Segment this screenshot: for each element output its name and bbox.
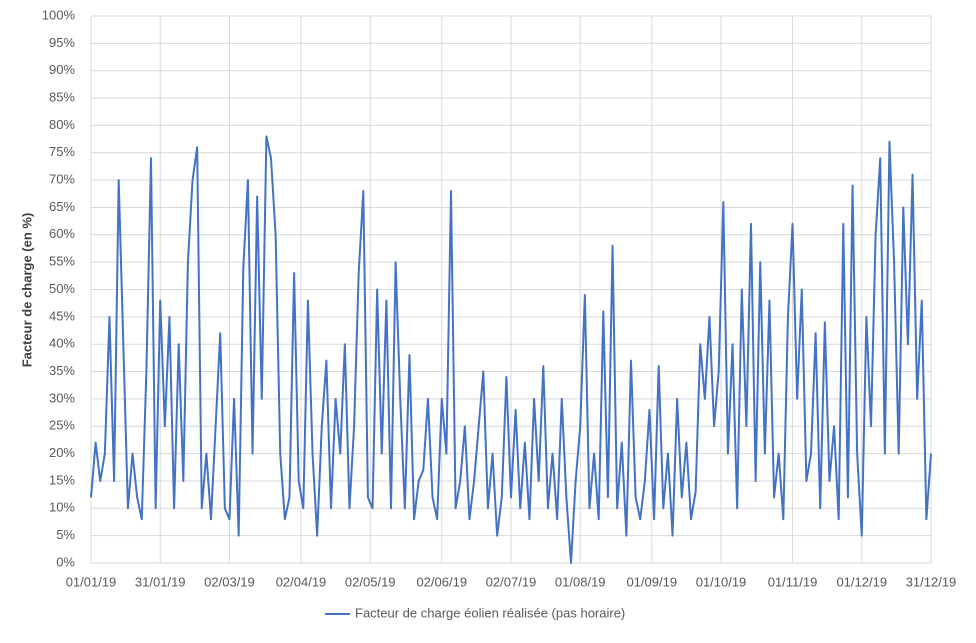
y-tick-label: 35% <box>49 363 75 378</box>
y-tick-label: 45% <box>49 308 75 323</box>
y-tick-label: 20% <box>49 445 75 460</box>
y-tick-label: 0% <box>56 554 75 569</box>
data-line <box>90 135 932 564</box>
y-axis-title: Facteur de charge (en %) <box>19 213 34 368</box>
y-tick-label: 30% <box>49 390 75 405</box>
y-tick-label: 100% <box>42 7 76 22</box>
y-tick-label: 85% <box>49 89 75 104</box>
x-tick-label: 31/01/19 <box>135 574 186 589</box>
y-tick-label: 60% <box>49 226 75 241</box>
y-tick-label: 10% <box>49 500 75 515</box>
y-tick-label: 25% <box>49 418 75 433</box>
y-tick-label: 75% <box>49 144 75 159</box>
y-tick-label: 95% <box>49 35 75 50</box>
y-tick-label: 55% <box>49 254 75 269</box>
x-tick-label: 02/07/19 <box>486 574 537 589</box>
y-tick-label: 50% <box>49 281 75 296</box>
x-tick-label: 02/06/19 <box>416 574 467 589</box>
x-tick-label: 01/01/19 <box>66 574 117 589</box>
x-tick-label: 01/11/19 <box>768 574 818 589</box>
y-tick-label: 5% <box>56 527 75 542</box>
y-tick-label: 15% <box>49 472 75 487</box>
x-tick-label: 01/09/19 <box>626 574 677 589</box>
x-tick-label: 02/05/19 <box>345 574 396 589</box>
y-tick-label: 80% <box>49 117 75 132</box>
y-tick-label: 90% <box>49 62 75 77</box>
x-tick-label: 01/10/19 <box>696 574 747 589</box>
x-tick-label: 31/12/19 <box>906 574 957 589</box>
x-tick-label: 01/12/19 <box>836 574 887 589</box>
x-tick-label: 01/08/19 <box>555 574 606 589</box>
y-tick-label: 40% <box>49 336 75 351</box>
legend-label: Facteur de charge éolien réalisée (pas h… <box>355 605 625 620</box>
x-tick-label: 02/04/19 <box>276 574 327 589</box>
y-tick-label: 65% <box>49 199 75 214</box>
x-tick-label: 02/03/19 <box>204 574 255 589</box>
y-tick-label: 70% <box>49 172 75 187</box>
